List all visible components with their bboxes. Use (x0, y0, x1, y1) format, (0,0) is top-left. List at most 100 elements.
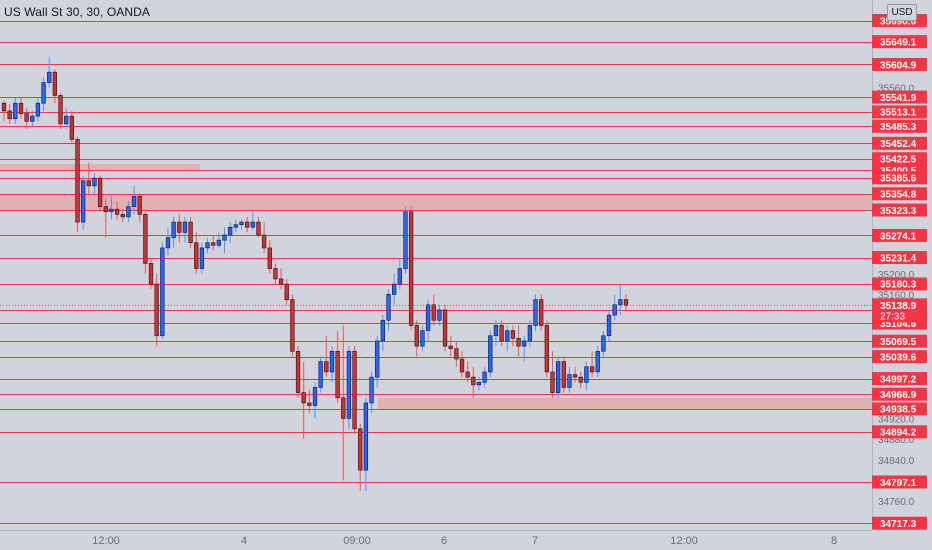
candle[interactable] (493, 320, 499, 347)
candle[interactable] (7, 104, 12, 124)
candle[interactable] (239, 219, 244, 230)
candle[interactable] (465, 361, 470, 383)
candle[interactable] (442, 304, 448, 352)
candle[interactable] (267, 240, 272, 274)
price-line-label[interactable]: 34966.9 (872, 387, 927, 401)
candle[interactable] (69, 110, 74, 145)
candle[interactable] (454, 340, 459, 367)
price-line-label[interactable]: 34717.3 (872, 516, 927, 530)
price-line-label[interactable]: 35069.5 (872, 334, 927, 348)
candle[interactable] (160, 242, 165, 339)
candle[interactable] (97, 175, 103, 212)
candle[interactable] (75, 136, 80, 233)
candle[interactable] (476, 377, 482, 391)
price-axis[interactable]: 35560.0 35200.0 35160.0 34920.0 34880.0 34840… (872, 0, 932, 530)
candle[interactable] (448, 335, 453, 357)
candle[interactable] (488, 330, 493, 378)
candle[interactable] (578, 371, 583, 388)
candle[interactable] (205, 237, 210, 254)
candle[interactable] (18, 98, 24, 119)
candle[interactable] (30, 110, 35, 127)
candle[interactable] (369, 371, 374, 414)
candle[interactable] (284, 278, 289, 305)
candle[interactable] (256, 216, 261, 238)
candle[interactable] (539, 294, 544, 331)
candle[interactable] (148, 258, 154, 290)
candle[interactable] (24, 108, 29, 130)
candle[interactable] (392, 273, 397, 305)
candle[interactable] (414, 320, 419, 357)
candle[interactable] (567, 366, 572, 393)
price-line-label[interactable]: 35649.1 (872, 35, 927, 48)
candle[interactable] (228, 222, 233, 243)
currency-button[interactable]: USD (887, 4, 917, 21)
candle[interactable] (199, 242, 205, 274)
candle[interactable] (527, 320, 533, 347)
candle[interactable] (561, 356, 566, 393)
candle[interactable] (177, 214, 182, 243)
candle[interactable] (211, 234, 216, 251)
candle[interactable] (550, 351, 555, 398)
candle[interactable] (584, 361, 589, 391)
candle[interactable] (601, 330, 606, 357)
price-line-label[interactable]: 35452.4 (872, 136, 927, 150)
candle[interactable] (307, 390, 312, 414)
price-line-label[interactable]: 35274.1 (872, 228, 927, 242)
candle[interactable] (64, 108, 69, 130)
candle[interactable] (312, 382, 318, 419)
candle[interactable] (165, 227, 171, 256)
plot-area[interactable] (0, 0, 872, 530)
candle[interactable] (295, 346, 301, 398)
candle[interactable] (623, 294, 629, 310)
price-line-label[interactable]: 35039.6 (872, 350, 927, 363)
candle[interactable] (533, 294, 538, 331)
candle[interactable] (505, 325, 510, 352)
price-line-label[interactable]: 35180.3 (872, 277, 927, 291)
candle[interactable] (86, 162, 91, 194)
candle[interactable] (420, 325, 425, 352)
candle[interactable] (341, 325, 346, 481)
candle[interactable] (120, 209, 125, 223)
price-line-label[interactable]: 35513.1 (872, 105, 927, 119)
candle[interactable] (131, 185, 137, 215)
price-line-label[interactable]: 34894.2 (872, 425, 927, 439)
price-line-label[interactable]: 35422.5 (872, 152, 927, 166)
price-line-label[interactable]: 34938.5 (872, 402, 927, 416)
candle[interactable] (188, 216, 193, 248)
price-line-label[interactable]: 35485.3 (872, 119, 927, 133)
candle[interactable] (273, 263, 278, 285)
candle[interactable] (1, 100, 7, 122)
candle[interactable] (358, 423, 363, 491)
candle[interactable] (408, 206, 414, 331)
candle[interactable] (329, 346, 335, 383)
candle[interactable] (222, 227, 227, 254)
candle[interactable] (522, 335, 527, 362)
candle[interactable] (278, 268, 284, 290)
candle[interactable] (403, 206, 408, 274)
candle[interactable] (346, 346, 352, 429)
candle[interactable] (290, 294, 295, 357)
price-line-label[interactable]: 35231.4 (872, 251, 927, 264)
candle[interactable] (92, 172, 97, 197)
candle[interactable] (114, 201, 120, 220)
candle[interactable] (324, 335, 329, 378)
candle[interactable] (471, 366, 476, 398)
candle[interactable] (499, 320, 504, 347)
candle[interactable] (482, 366, 487, 388)
candle[interactable] (245, 216, 250, 233)
candle[interactable] (431, 294, 436, 326)
candle[interactable] (595, 346, 600, 378)
candle[interactable] (154, 273, 159, 347)
price-line-label[interactable]: 35604.9 (872, 57, 927, 71)
candle[interactable] (437, 304, 442, 326)
candle[interactable] (261, 222, 267, 254)
candle[interactable] (58, 92, 63, 130)
candle[interactable] (544, 320, 549, 378)
candle[interactable] (171, 216, 176, 248)
candle[interactable] (335, 330, 340, 403)
candle[interactable] (386, 289, 391, 331)
candle[interactable] (510, 325, 516, 347)
candle[interactable] (41, 77, 46, 111)
